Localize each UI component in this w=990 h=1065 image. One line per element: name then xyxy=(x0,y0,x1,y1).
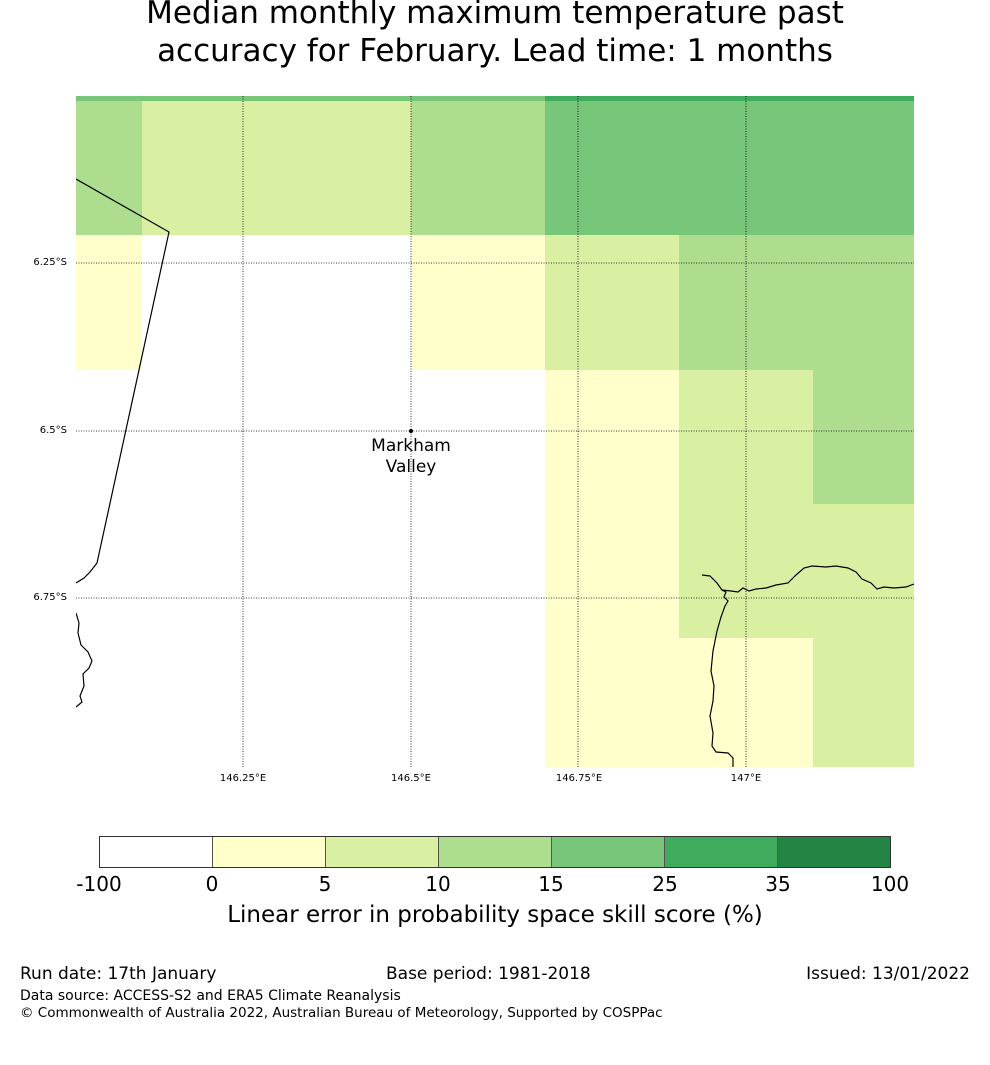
colorbar-bin xyxy=(439,837,552,867)
colorbar-bin xyxy=(326,837,439,867)
lat-label-6-75: 6.75°S xyxy=(33,592,67,603)
colorbar-bin xyxy=(665,837,778,867)
lon-label-146-25: 146.25°E xyxy=(219,773,267,784)
colorbar-tick: 15 xyxy=(538,872,564,896)
colorbar-tick: 35 xyxy=(765,872,791,896)
colorbar-tick: 10 xyxy=(425,872,451,896)
place-label: Markham Valley xyxy=(351,436,471,478)
colorbar-label: Linear error in probability space skill … xyxy=(227,902,763,928)
map-title: Median monthly maximum temperature past … xyxy=(0,0,990,70)
colorbar-tick: 25 xyxy=(652,872,678,896)
colorbar xyxy=(99,836,891,868)
colorbar-tick: -100 xyxy=(76,872,122,896)
title-line-1: Median monthly maximum temperature past xyxy=(146,0,844,31)
skill-map[interactable] xyxy=(76,96,914,767)
lon-label-146-5: 146.5°E xyxy=(391,773,431,784)
colorbar-bin xyxy=(213,837,326,867)
colorbar-tick: 5 xyxy=(318,872,332,896)
colorbar-bin xyxy=(778,837,890,867)
colorbar-tick: 0 xyxy=(205,872,219,896)
run-date: Run date: 17th January xyxy=(20,964,217,984)
base-period: Base period: 1981-2018 xyxy=(386,964,591,984)
colorbar-tick: 100 xyxy=(870,872,910,896)
coastlines xyxy=(76,178,914,767)
lat-label-6-5: 6.5°S xyxy=(39,425,67,436)
title-line-2: accuracy for February. Lead time: 1 mont… xyxy=(157,33,833,69)
place-name-line-1: Markham xyxy=(371,436,451,456)
grid-cells xyxy=(76,96,914,767)
lon-label-146-75: 146.75°E xyxy=(555,773,603,784)
lon-label-147: 147°E xyxy=(730,773,762,784)
place-name-line-2: Valley xyxy=(385,457,437,477)
issued-date: Issued: 13/01/2022 xyxy=(806,964,970,984)
colorbar-bin xyxy=(552,837,665,867)
lat-label-6-25: 6.25°S xyxy=(33,257,67,268)
colorbar-bin xyxy=(100,837,213,867)
data-source: Data source: ACCESS-S2 and ERA5 Climate … xyxy=(20,988,401,1004)
place-marker-icon[interactable] xyxy=(409,429,413,433)
copyright: © Commonwealth of Australia 2022, Austra… xyxy=(20,1005,663,1021)
